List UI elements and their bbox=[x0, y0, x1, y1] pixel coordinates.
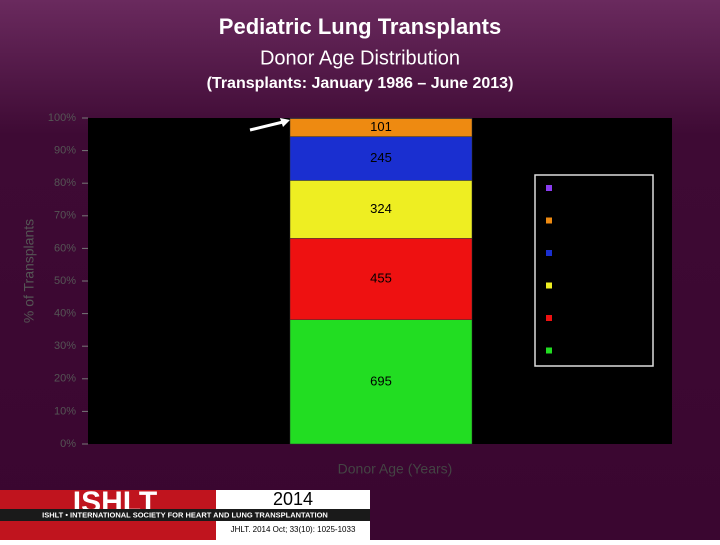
legend bbox=[534, 174, 654, 367]
bar-segment bbox=[289, 136, 473, 181]
legend-swatch bbox=[546, 347, 552, 354]
legend-swatch bbox=[546, 217, 552, 224]
legend-swatch bbox=[546, 282, 552, 289]
y-tick-label: 80% bbox=[54, 177, 76, 189]
y-tick-label: 10% bbox=[54, 405, 76, 417]
data-label: 101 bbox=[370, 119, 392, 134]
citation: JHLT. 2014 Oct; 33(10): 1025-1033 bbox=[231, 525, 356, 534]
y-tick-label: 40% bbox=[54, 308, 76, 320]
chart-note: (Transplants: January 1986 – June 2013) bbox=[207, 75, 514, 92]
y-axis-label: % of Transplants bbox=[21, 219, 37, 323]
bar-segment bbox=[289, 117, 473, 119]
society: ISHLT • INTERNATIONAL SOCIETY FOR HEART … bbox=[42, 510, 328, 519]
chart-subtitle: Donor Age Distribution bbox=[260, 47, 460, 69]
legend-swatch bbox=[546, 250, 552, 256]
y-tick-label: 90% bbox=[54, 145, 76, 157]
y-tick-label: 20% bbox=[54, 373, 76, 385]
arrow bbox=[249, 120, 284, 132]
y-tick-label: 70% bbox=[54, 210, 76, 222]
year: 2014 bbox=[273, 489, 313, 509]
data-label: 324 bbox=[370, 201, 392, 216]
data-label: 455 bbox=[370, 270, 392, 285]
y-tick-label: 50% bbox=[54, 275, 76, 287]
bar-segment bbox=[289, 238, 473, 320]
bar-segment bbox=[289, 180, 473, 239]
y-tick-label: 100% bbox=[48, 112, 76, 124]
x-axis-label: Donor Age (Years) bbox=[338, 461, 453, 477]
arrow-head bbox=[280, 118, 290, 127]
chart-title: Pediatric Lung Transplants bbox=[219, 14, 501, 39]
data-label: 245 bbox=[370, 150, 392, 165]
legend-swatch bbox=[546, 185, 552, 191]
data-label: 695 bbox=[370, 373, 392, 388]
citation-box bbox=[216, 521, 370, 540]
y-tick-label: 0% bbox=[60, 438, 76, 450]
society-band bbox=[0, 509, 370, 521]
y-tick-label: 30% bbox=[54, 340, 76, 352]
legend-swatch bbox=[546, 315, 552, 321]
year-box bbox=[216, 490, 370, 509]
y-tick-label: 60% bbox=[54, 242, 76, 254]
bar-segment bbox=[289, 319, 473, 445]
